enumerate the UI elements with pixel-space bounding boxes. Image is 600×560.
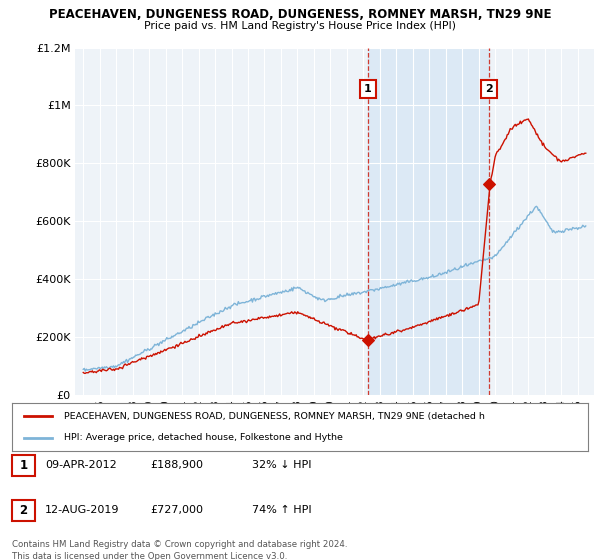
- Text: £727,000: £727,000: [150, 505, 203, 515]
- Text: Contains HM Land Registry data © Crown copyright and database right 2024.: Contains HM Land Registry data © Crown c…: [12, 540, 347, 549]
- Text: 1: 1: [364, 84, 371, 94]
- Text: 74% ↑ HPI: 74% ↑ HPI: [252, 505, 311, 515]
- Text: 32% ↓ HPI: 32% ↓ HPI: [252, 460, 311, 470]
- Point: [363, 335, 373, 344]
- Text: 09-APR-2012: 09-APR-2012: [45, 460, 117, 470]
- Text: HPI: Average price, detached house, Folkestone and Hythe: HPI: Average price, detached house, Folk…: [64, 433, 343, 442]
- Text: Price paid vs. HM Land Registry's House Price Index (HPI): Price paid vs. HM Land Registry's House …: [144, 21, 456, 31]
- Text: PEACEHAVEN, DUNGENESS ROAD, DUNGENESS, ROMNEY MARSH, TN29 9NE: PEACEHAVEN, DUNGENESS ROAD, DUNGENESS, R…: [49, 8, 551, 21]
- Text: This data is licensed under the Open Government Licence v3.0.: This data is licensed under the Open Gov…: [12, 552, 287, 560]
- Text: 2: 2: [485, 84, 493, 94]
- Point: [484, 180, 494, 189]
- Text: PEACEHAVEN, DUNGENESS ROAD, DUNGENESS, ROMNEY MARSH, TN29 9NE (detached h: PEACEHAVEN, DUNGENESS ROAD, DUNGENESS, R…: [64, 412, 485, 421]
- Text: £188,900: £188,900: [150, 460, 203, 470]
- Text: 1: 1: [19, 459, 28, 472]
- Text: 12-AUG-2019: 12-AUG-2019: [45, 505, 119, 515]
- Text: 2: 2: [19, 503, 28, 517]
- Bar: [368, 48, 489, 395]
